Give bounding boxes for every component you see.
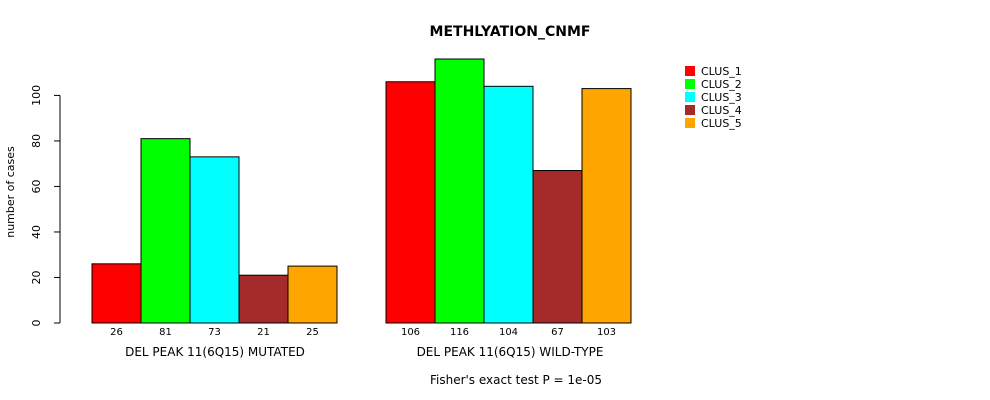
- legend-swatch: [685, 105, 695, 115]
- group-label: DEL PEAK 11(6Q15) MUTATED: [125, 345, 305, 359]
- bar-clus-3-group-2: [483, 85, 534, 324]
- bar-value-label: 104: [499, 327, 518, 338]
- bar-value-label: 21: [257, 327, 270, 338]
- legend-label: CLUS_2: [701, 78, 742, 91]
- chart-title: METHLYATION_CNMF: [430, 24, 591, 40]
- legend-swatch: [685, 66, 695, 76]
- bar-clus-4-group-2: [532, 170, 583, 324]
- y-axis-label: number of cases: [4, 146, 17, 238]
- bar-clus-5-group-2: [581, 88, 632, 324]
- group-label: DEL PEAK 11(6Q15) WILD-TYPE: [417, 345, 604, 359]
- bars: 26 81 73 21 25 106 116 104 67 103: [91, 58, 632, 338]
- bar-value-label: 81: [159, 327, 172, 338]
- y-tick-label: 40: [30, 225, 43, 239]
- legend-label: CLUS_4: [701, 104, 742, 117]
- bar-value-label: 116: [450, 327, 469, 338]
- bar-clus-2-group-1: [140, 138, 191, 324]
- bar-clus-1-group-1: [91, 263, 142, 324]
- fisher-test-footnote: Fisher's exact test P = 1e-05: [430, 373, 602, 387]
- bar-value-label: 106: [401, 327, 420, 338]
- y-tick-label: 60: [30, 179, 43, 193]
- bar-clus-4-group-1: [238, 274, 289, 324]
- y-tick-label: 80: [30, 134, 43, 148]
- legend-swatch: [685, 118, 695, 128]
- legend-label: CLUS_1: [701, 65, 742, 78]
- bar-value-label: 103: [597, 327, 616, 338]
- bar-clus-3-group-1: [189, 156, 240, 324]
- legend-swatch: [685, 79, 695, 89]
- legend-label: CLUS_5: [701, 117, 742, 130]
- bar-clus-5-group-1: [287, 265, 338, 324]
- y-tick-label: 20: [30, 270, 43, 284]
- bar-clus-1-group-2: [385, 81, 436, 324]
- bar-clus-2-group-2: [434, 58, 485, 324]
- bar-value-label: 25: [306, 327, 319, 338]
- bar-value-label: 26: [110, 327, 123, 338]
- y-axis: 0 20 40 60 80 100: [30, 85, 61, 327]
- legend-label: CLUS_3: [701, 91, 742, 104]
- group-labels: DEL PEAK 11(6Q15) MUTATED DEL PEAK 11(6Q1…: [125, 345, 603, 359]
- y-tick-label: 0: [30, 320, 43, 327]
- y-tick-label: 100: [30, 85, 43, 106]
- legend-swatch: [685, 92, 695, 102]
- bar-value-label: 67: [551, 327, 564, 338]
- bar-value-label: 73: [208, 327, 221, 338]
